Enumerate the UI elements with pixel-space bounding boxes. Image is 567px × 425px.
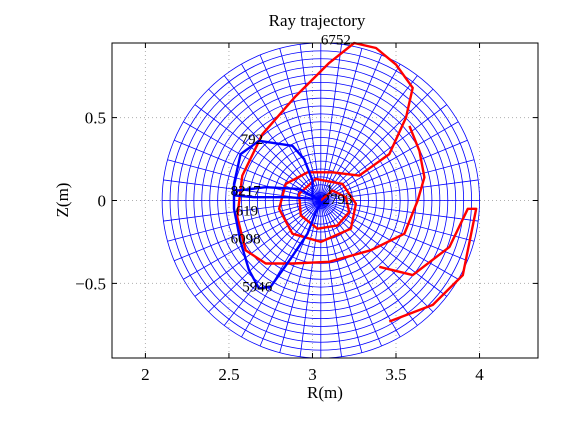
- poloidal-spoke: [163, 200, 321, 222]
- poloidal-spoke: [320, 139, 468, 201]
- y-tick-label: 0: [98, 192, 107, 211]
- x-axis-label: R(m): [307, 383, 343, 402]
- ray-annotation: 792: [241, 132, 264, 148]
- poloidal-spoke: [241, 200, 322, 338]
- y-tick-label: 0.5: [85, 109, 106, 128]
- poloidal-spoke: [194, 104, 322, 201]
- ray-path-0: [236, 41, 426, 265]
- x-tick-label: 2.5: [218, 365, 239, 384]
- poloidal-spoke: [241, 63, 322, 201]
- plot-title: Ray trajectory: [269, 11, 366, 30]
- x-tick-label: 2: [141, 365, 150, 384]
- poloidal-spoke: [320, 200, 418, 326]
- poloidal-spoke: [299, 44, 322, 201]
- poloidal-spoke: [320, 159, 475, 201]
- ray-annotation: 6752: [321, 33, 351, 49]
- ray-annotation: 6098: [231, 232, 261, 248]
- poloidal-spoke: [320, 63, 401, 201]
- flux-mesh: [161, 42, 480, 359]
- poloidal-spoke: [167, 159, 321, 201]
- poloidal-spoke: [320, 48, 363, 201]
- ray-annotation: 2793: [322, 192, 352, 208]
- ray-annotation: 1: [326, 182, 334, 198]
- poloidal-spoke: [208, 200, 322, 313]
- poloidal-spoke: [320, 75, 418, 201]
- poloidal-spoke: [320, 200, 434, 313]
- poloidal-spoke: [174, 139, 321, 201]
- poloidal-spoke: [320, 200, 382, 347]
- y-ticks: 0.5 0 −0.5: [75, 109, 538, 293]
- poloidal-spoke: [320, 200, 447, 297]
- ray-path-2: [232, 139, 322, 290]
- ray-annotation: 619: [236, 203, 259, 219]
- poloidal-spoke: [320, 88, 434, 201]
- ray-annotation: 8217: [231, 184, 261, 200]
- x-tick-label: 4: [475, 365, 484, 384]
- poloidal-spoke: [167, 200, 321, 242]
- poloidal-spoke: [183, 121, 322, 201]
- poloidal-spoke: [174, 200, 321, 262]
- poloidal-spoke: [320, 200, 401, 338]
- y-axis-label: Z(m): [53, 183, 72, 218]
- poloidal-spoke: [320, 200, 475, 242]
- poloidal-spoke: [194, 200, 322, 297]
- x-tick-label: 3: [308, 365, 317, 384]
- ray-annotation: 5946: [242, 280, 273, 296]
- poloidal-spoke: [183, 200, 322, 280]
- ray-path-1: [379, 207, 478, 323]
- poloidal-spoke: [299, 200, 322, 357]
- y-tick-label: −0.5: [75, 274, 106, 293]
- poloidal-spoke: [223, 75, 322, 201]
- ray-series: [232, 41, 478, 323]
- x-tick-label: 3.5: [385, 365, 406, 384]
- poloidal-spoke: [279, 48, 322, 201]
- poloidal-spoke: [208, 88, 322, 201]
- x-ticks: 2 2.5 3 3.5 4: [141, 43, 484, 384]
- poloidal-spoke: [320, 54, 382, 201]
- poloidal-spoke: [320, 44, 342, 201]
